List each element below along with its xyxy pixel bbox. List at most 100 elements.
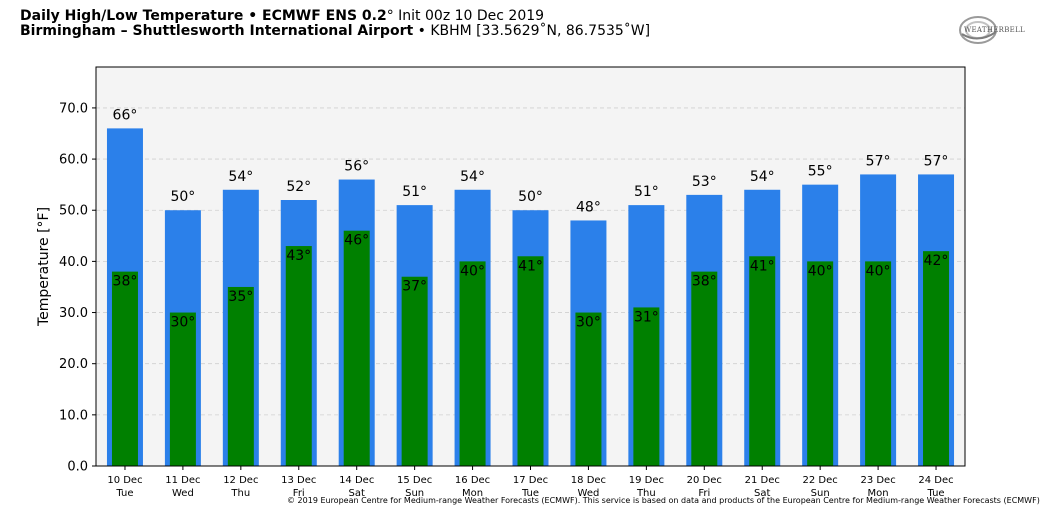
low-temp-bar [691, 271, 718, 466]
logo-swirl-icon [959, 16, 997, 44]
chart-title-main: Daily High/Low Temperature • ECMWF ENS 0… [20, 8, 387, 24]
low-temp-bar [633, 307, 660, 466]
x-tick-day: Tue [926, 488, 944, 499]
x-tick-date: 10 Dec [107, 475, 142, 486]
x-tick-day: Sat [348, 488, 364, 499]
high-temp-label: 57° [924, 153, 949, 169]
high-temp-label: 54° [228, 169, 253, 185]
y-tick-label: 70.0 [59, 101, 88, 116]
y-tick-label: 40.0 [59, 255, 88, 270]
low-temp-label: 40° [808, 263, 833, 279]
low-temp-bar [749, 256, 776, 466]
high-temp-label: 54° [460, 169, 485, 185]
low-temp-label: 35° [228, 289, 253, 305]
x-tick-day: Tue [115, 488, 133, 499]
low-temp-bar [865, 261, 892, 466]
y-axis: 0.0 10.0 20.0 30.0 40.0 50.0 60.0 70.0 [59, 101, 96, 475]
low-temp-label: 38° [692, 274, 717, 290]
chart-title-init: Init 00z 10 Dec 2019 [393, 8, 545, 24]
x-tick-day: Mon [462, 488, 483, 499]
low-temp-bar [517, 256, 544, 466]
high-temp-label: 56° [344, 159, 369, 175]
x-tick-day: Sun [811, 488, 830, 499]
chart-title: Daily High/Low Temperature • ECMWF ENS 0… [20, 8, 544, 24]
low-temp-label: 43° [286, 248, 311, 264]
y-tick-label: 30.0 [59, 306, 88, 321]
y-tick-label: 10.0 [59, 408, 88, 423]
low-temp-bar [575, 312, 602, 466]
low-temp-bar [169, 312, 196, 466]
low-temp-bar [459, 261, 486, 466]
y-tick-label: 0.0 [67, 460, 88, 475]
high-temp-label: 50° [518, 189, 543, 205]
x-tick-day: Tue [521, 488, 539, 499]
low-temp-label: 30° [170, 315, 195, 331]
x-tick-day: Thu [636, 488, 656, 499]
x-tick-date: 11 Dec [165, 475, 200, 486]
high-temp-label: 66° [113, 107, 138, 123]
x-tick-date: 17 Dec [513, 475, 548, 486]
high-temp-label: 53° [692, 174, 717, 190]
x-tick-day: Wed [172, 488, 194, 499]
chart-title-degree: ° [386, 8, 394, 24]
high-temp-label: 57° [866, 153, 891, 169]
weatherbell-logo: WEATHERBELL [958, 14, 1025, 46]
x-tick-date: 15 Dec [397, 475, 432, 486]
x-tick-day: Sun [405, 488, 424, 499]
x-tick-date: 20 Dec [687, 475, 722, 486]
x-tick-day: Wed [578, 488, 600, 499]
low-temp-bar [285, 246, 312, 466]
x-tick-date: 12 Dec [223, 475, 258, 486]
x-tick-date: 23 Dec [860, 475, 895, 486]
low-temp-bar [923, 251, 950, 466]
y-tick-label: 60.0 [59, 153, 88, 168]
x-tick-date: 21 Dec [745, 475, 780, 486]
low-temp-label: 46° [344, 233, 369, 249]
high-temp-label: 51° [402, 184, 427, 200]
low-temp-bar [807, 261, 834, 466]
low-temp-bar [227, 286, 254, 466]
low-temp-label: 42° [924, 253, 949, 269]
y-axis-label: Temperature [°F] [36, 207, 52, 327]
high-temp-label: 55° [808, 164, 833, 180]
location-coordinates: • KBHM [33.5629˚N, 86.7535˚W] [413, 23, 651, 39]
chart-subtitle: Birmingham – Shuttlesworth International… [20, 23, 650, 39]
x-tick-day: Fri [293, 488, 305, 499]
x-tick-day: Sat [754, 488, 770, 499]
high-temp-label: 54° [750, 169, 775, 185]
low-temp-label: 30° [576, 315, 601, 331]
x-tick-date: 19 Dec [629, 475, 664, 486]
plot-frame [95, 66, 966, 467]
x-tick-day: Thu [230, 488, 250, 499]
low-temp-label: 40° [866, 263, 891, 279]
high-temp-label: 48° [576, 199, 601, 215]
x-tick-day: Fri [698, 488, 710, 499]
low-temp-label: 40° [460, 263, 485, 279]
low-temp-label: 38° [113, 274, 138, 290]
x-tick-date: 13 Dec [281, 475, 316, 486]
x-tick-date: 14 Dec [339, 475, 374, 486]
x-tick-day: Mon [868, 488, 889, 499]
y-tick-label: 20.0 [59, 357, 88, 372]
high-temp-label: 52° [286, 179, 311, 195]
high-temp-label: 51° [634, 184, 659, 200]
y-tick-label: 50.0 [59, 204, 88, 219]
low-temp-bar [111, 271, 138, 466]
x-axis: 10 Dec Tue 11 Dec Wed 12 Dec Thu 13 Dec Fri 14 D… [107, 466, 954, 499]
location-name: Birmingham – Shuttlesworth International… [20, 23, 414, 39]
x-tick-date: 18 Dec [571, 475, 606, 486]
logo-text: WEATHERBELL [964, 26, 1025, 34]
low-temp-label: 41° [750, 258, 775, 274]
low-temp-label: 31° [634, 309, 659, 325]
low-temp-label: 37° [402, 279, 427, 295]
low-temp-bar [401, 276, 428, 466]
high-temp-label: 50° [170, 189, 195, 205]
bars: 66° 38° 50° 30° 54° 35° 52° 43° 56° 46° 51° 37° 54° 4… [106, 107, 955, 467]
x-tick-date: 24 Dec [918, 475, 953, 486]
copyright-notice: © 2019 European Centre for Medium-range … [287, 496, 1040, 505]
low-temp-bar [343, 230, 370, 466]
low-temp-label: 41° [518, 258, 543, 274]
x-tick-date: 16 Dec [455, 475, 490, 486]
x-tick-date: 22 Dec [803, 475, 838, 486]
